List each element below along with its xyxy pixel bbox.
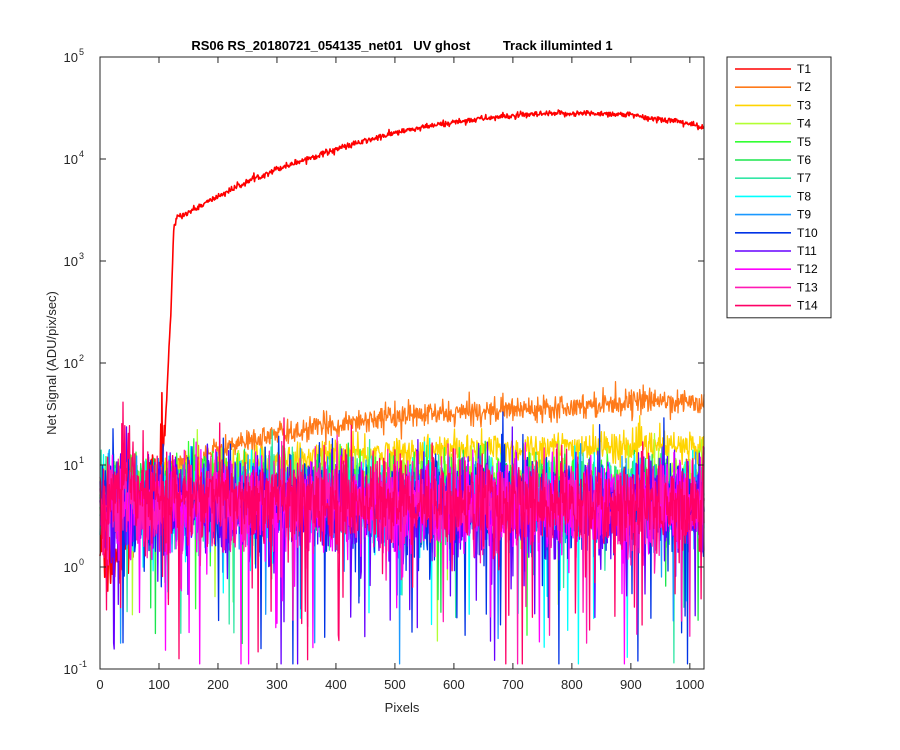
y-tick-exponent: 1	[79, 455, 84, 465]
x-tick-label: 600	[443, 677, 465, 692]
chart-title: RS06 RS_20180721_054135_net01 UV ghost T…	[191, 38, 612, 53]
x-tick-label: 100	[148, 677, 170, 692]
legend-label-t8: T8	[797, 189, 811, 203]
legend-label-t14: T14	[797, 299, 818, 313]
legend-label-t10: T10	[797, 226, 818, 240]
legend-label-t2: T2	[797, 80, 811, 94]
x-tick-label: 500	[384, 677, 406, 692]
y-tick-exponent: 0	[79, 557, 84, 567]
y-axis-label: Net Signal (ADU/pix/sec)	[44, 291, 59, 435]
x-tick-label: 700	[502, 677, 524, 692]
legend-label-t6: T6	[797, 153, 811, 167]
legend-label-t3: T3	[797, 98, 811, 112]
y-tick-exponent: 4	[79, 149, 84, 159]
y-tick-exponent: 2	[79, 353, 84, 363]
legend-label-t12: T12	[797, 262, 818, 276]
y-tick-exponent: -1	[79, 659, 87, 669]
y-tick-label: 10	[64, 662, 78, 677]
y-tick-label: 10	[64, 458, 78, 473]
y-tick-label: 10	[64, 560, 78, 575]
series-line-t1	[99, 109, 705, 592]
x-tick-label: 200	[207, 677, 229, 692]
y-tick-label: 10	[64, 152, 78, 167]
legend-label-t7: T7	[797, 171, 811, 185]
x-tick-label: 1000	[675, 677, 704, 692]
x-tick-label: 400	[325, 677, 347, 692]
series-layer	[99, 109, 705, 665]
x-tick-label: 800	[561, 677, 583, 692]
legend-box	[726, 56, 832, 319]
legend-label-t4: T4	[797, 117, 811, 131]
x-tick-label: 300	[266, 677, 288, 692]
legend: T1 T2 T3 T4 T5 T6 T7 T8 T9 T10 T11 T12 T13 T14	[726, 56, 832, 319]
y-tick-exponent: 5	[79, 47, 84, 57]
y-tick-label: 10	[64, 50, 78, 65]
x-axis-label: Pixels	[385, 700, 420, 715]
legend-label-t1: T1	[797, 62, 811, 76]
legend-label-t5: T5	[797, 135, 811, 149]
series-line-t2	[158, 381, 705, 480]
y-tick-exponent: 3	[79, 251, 84, 261]
series-line-t14	[99, 401, 705, 665]
x-tick-label: 900	[620, 677, 642, 692]
legend-label-t9: T9	[797, 208, 811, 222]
legend-label-t13: T13	[797, 280, 818, 294]
y-tick-label: 10	[64, 356, 78, 371]
y-tick-label: 10	[64, 254, 78, 269]
legend-label-t11: T11	[797, 244, 817, 258]
x-tick-label: 0	[96, 677, 103, 692]
